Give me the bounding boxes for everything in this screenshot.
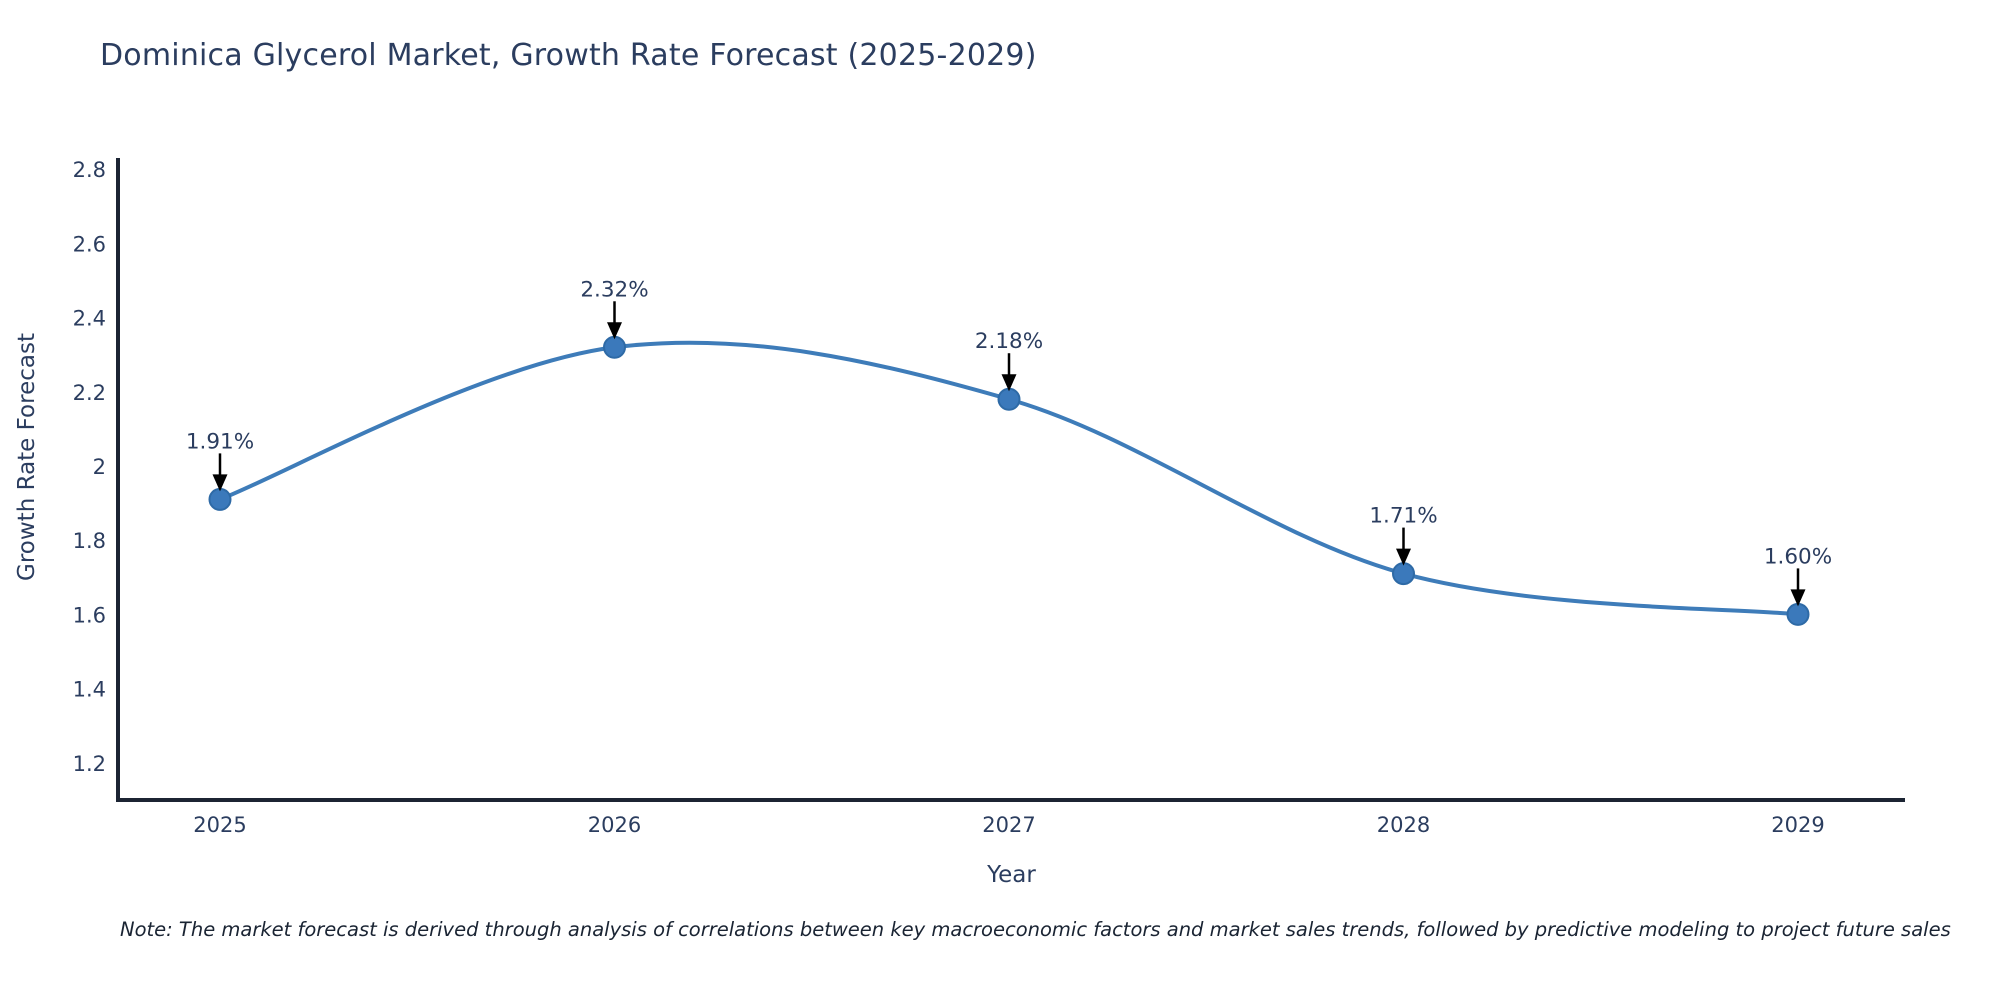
annotation-arrowhead [212, 474, 228, 492]
y-tick-label: 2.4 [73, 307, 106, 331]
y-tick-label: 1.2 [73, 752, 106, 776]
data-point-label: 1.91% [186, 429, 254, 454]
data-point-marker [208, 487, 232, 511]
data-point-label: 2.18% [975, 329, 1043, 354]
x-tick-label: 2026 [588, 813, 641, 837]
data-point-marker [997, 387, 1021, 411]
y-tick-label: 2.8 [73, 158, 106, 182]
footnote: Note: The market forecast is derived thr… [120, 918, 2000, 941]
data-point-marker [1392, 562, 1415, 586]
x-tick-label: 2025 [193, 813, 246, 837]
x-tick-label: 2029 [1771, 813, 1824, 837]
annotation-arrowhead [1396, 548, 1411, 566]
data-point-label: 2.32% [580, 277, 648, 302]
footnote-text: Note: The market forecast is derived thr… [120, 918, 1951, 941]
data-point-marker [1786, 602, 1810, 626]
y-tick-label: 2.6 [73, 232, 106, 256]
y-tick-label: 1.6 [73, 603, 106, 627]
chart-title: Dominica Glycerol Market, Growth Rate Fo… [100, 38, 1037, 73]
x-tick-label: 2027 [982, 813, 1035, 837]
annotation-arrowhead [607, 322, 622, 340]
annotation-arrowhead [1001, 374, 1017, 392]
y-axis-title: Growth Rate Forecast [14, 333, 40, 581]
data-point-label: 1.71% [1369, 504, 1437, 529]
y-tick-label: 1.8 [73, 529, 106, 553]
data-point-label: 1.60% [1764, 544, 1832, 569]
y-tick-label: 1.4 [73, 678, 106, 702]
annotation-arrowhead [1790, 589, 1806, 607]
x-tick-label: 2028 [1377, 813, 1430, 837]
y-tick-label: 2.2 [73, 381, 106, 405]
data-point-marker [603, 335, 626, 359]
x-axis-title: Year [987, 862, 1036, 888]
y-tick-label: 2 [93, 455, 106, 479]
